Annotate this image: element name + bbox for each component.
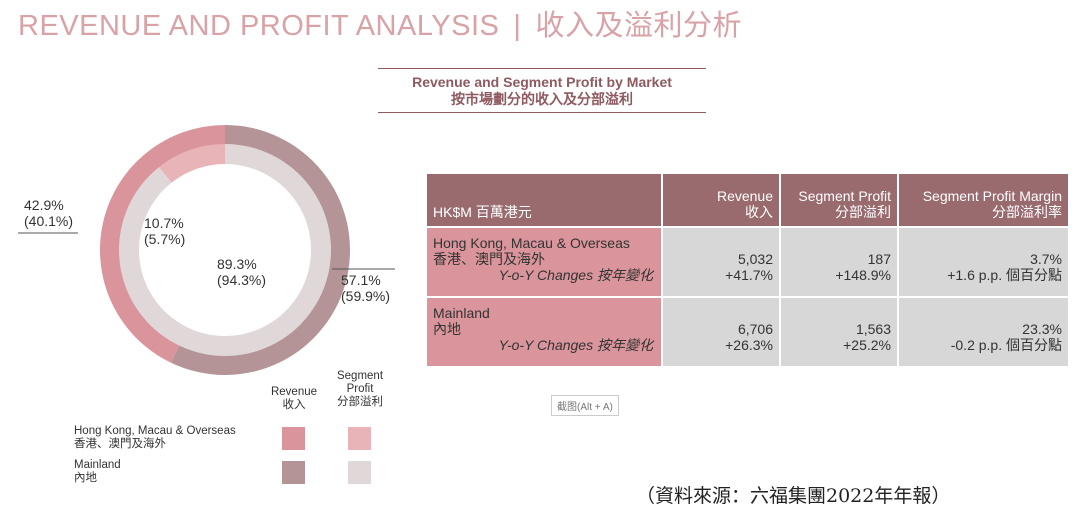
label-outer-hk-current: 42.9% (24, 197, 64, 213)
hk-revenue-yoy: +41.7% (725, 267, 773, 283)
page-title-zh: 收入及溢利分析 (535, 10, 742, 42)
profit-slice-hk (158, 144, 225, 183)
header-revenue-zh: 收入 (745, 204, 773, 220)
label-inner-hk-prior: (5.7%) (144, 231, 186, 247)
legend-revenue-zh: 收入 (282, 399, 306, 411)
chart-title-zh: 按市場劃分的收入及分部溢利 (451, 91, 633, 107)
header-profit-en: Segment Profit (798, 188, 891, 204)
row-ml-name-zh: 內地 (433, 321, 461, 337)
legend-label-mainland: Mainland 內地 (74, 459, 121, 485)
legend-ml-zh: 內地 (74, 472, 97, 484)
label-inner-ml-current: 89.3% (217, 256, 257, 272)
ml-margin-value: 23.3% (1022, 321, 1062, 337)
cell-ml-revenue: 6,706 +26.3% (661, 296, 781, 368)
legend-swatch-revenue-hk (282, 427, 305, 450)
header-unit: HK$M 百萬港元 (425, 172, 663, 228)
cell-hk-revenue: 5,032 +41.7% (661, 226, 781, 298)
ml-profit-value: 1,563 (855, 321, 891, 337)
legend-profit-en-1: Segment (336, 370, 384, 382)
label-outer-ml-prior: (59.9%) (341, 288, 391, 304)
cell-hk-margin: 3.7% +1.6 p.p. 個百分點 (897, 226, 1070, 298)
donut-chart (18, 125, 395, 375)
hk-margin-yoy: +1.6 p.p. 個百分點 (947, 267, 1062, 283)
legend-profit-en-2: Profit (346, 383, 374, 395)
ml-margin-yoy: -0.2 p.p. 個百分點 (950, 337, 1062, 353)
row-label-hk: Hong Kong, Macau & Overseas 香港、澳門及海外 Y-o… (425, 226, 663, 298)
hk-margin-value: 3.7% (1030, 251, 1062, 267)
label-outer-hk: 42.9% (40.1%) (24, 197, 73, 229)
legend-ml-en: Mainland (74, 459, 121, 471)
data-table: HK$M 百萬港元 Revenue 收入 Segment Profit 分部溢利… (425, 172, 1070, 368)
label-outer-ml-current: 57.1% (341, 272, 381, 288)
table-row-hk: Hong Kong, Macau & Overseas 香港、澳門及海外 Y-o… (425, 226, 1070, 298)
label-inner-hk: 10.7% (5.7%) (144, 215, 185, 247)
cell-hk-profit: 187 +148.9% (779, 226, 899, 298)
legend-swatch-revenue-mainland (282, 461, 305, 484)
title-separator: | (513, 10, 522, 42)
page-title-en: REVENUE AND PROFIT ANALYSIS (18, 10, 500, 42)
header-revenue-en: Revenue (716, 188, 773, 204)
label-inner-ml-prior: (94.3%) (217, 272, 267, 288)
legend-swatch-profit-hk (348, 427, 371, 450)
legend-swatch-profit-mainland (348, 461, 371, 484)
row-hk-name-en: Hong Kong, Macau & Overseas (433, 235, 630, 251)
revenue-slice-hk (99, 125, 225, 363)
label-inner-hk-current: 10.7% (144, 215, 184, 231)
hk-profit-yoy: +148.9% (835, 267, 891, 283)
screenshot-tooltip: 截图(Alt + A) (551, 395, 619, 416)
row-label-mainland: Mainland 內地 Y-o-Y Changes 按年變化 (425, 296, 663, 368)
legend-revenue-en: Revenue (270, 386, 318, 398)
label-inner-mainland: 89.3% (94.3%) (217, 256, 266, 288)
row-ml-name-en: Mainland (433, 305, 490, 321)
row-hk-name-zh: 香港、澳門及海外 (433, 251, 545, 267)
header-profit-zh: 分部溢利 (835, 204, 891, 220)
cell-ml-profit: 1,563 +25.2% (779, 296, 899, 368)
header-profit: Segment Profit 分部溢利 (779, 172, 899, 228)
hk-profit-value: 187 (867, 251, 891, 267)
table-header-row: HK$M 百萬港元 Revenue 收入 Segment Profit 分部溢利… (425, 172, 1070, 228)
legend-header-profit: Segment Profit 分部溢利 (330, 370, 390, 409)
profit-slice-mainland (118, 144, 331, 357)
legend-profit-zh: 分部溢利 (337, 396, 383, 408)
cell-ml-margin: 23.3% -0.2 p.p. 個百分點 (897, 296, 1070, 368)
ml-revenue-yoy: +26.3% (725, 337, 773, 353)
legend-hk-zh: 香港、澳門及海外 (74, 438, 166, 450)
legend-header-revenue: Revenue 收入 (266, 386, 322, 412)
header-margin-zh: 分部溢利率 (992, 204, 1062, 220)
row-ml-yoy-label: Y-o-Y Changes 按年變化 (498, 337, 653, 353)
chart-title: Revenue and Segment Profit by Market 按市場… (378, 68, 706, 113)
ml-revenue-value: 6,706 (737, 321, 773, 337)
legend-hk-en: Hong Kong, Macau & Overseas (74, 425, 236, 437)
header-revenue: Revenue 收入 (661, 172, 781, 228)
legend-label-hk: Hong Kong, Macau & Overseas 香港、澳門及海外 (74, 425, 236, 451)
ml-profit-yoy: +25.2% (843, 337, 891, 353)
label-outer-mainland: 57.1% (59.9%) (341, 272, 390, 304)
source-note: （資料來源：六福集團2022年年報） (636, 485, 951, 507)
label-outer-hk-prior: (40.1%) (24, 213, 74, 229)
chart-title-en: Revenue and Segment Profit by Market (412, 74, 672, 90)
row-hk-yoy-label: Y-o-Y Changes 按年變化 (498, 267, 653, 283)
header-margin: Segment Profit Margin 分部溢利率 (897, 172, 1070, 228)
table-row-mainland: Mainland 內地 Y-o-Y Changes 按年變化 6,706 +26… (425, 296, 1070, 368)
hk-revenue-value: 5,032 (737, 251, 773, 267)
revenue-slice-mainland (171, 125, 350, 375)
page-header: REVENUE AND PROFIT ANALYSIS | 收入及溢利分析 (18, 2, 742, 44)
header-margin-en: Segment Profit Margin (922, 188, 1062, 204)
